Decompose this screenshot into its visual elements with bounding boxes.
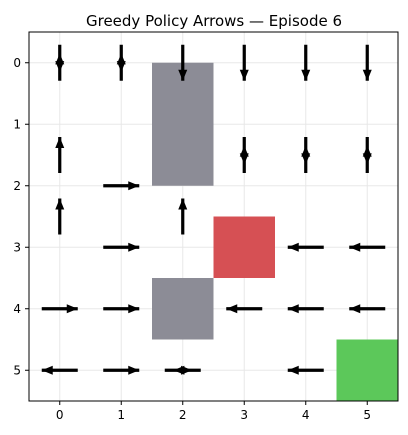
policy-arrow-down — [301, 44, 311, 81]
danger-cell — [213, 216, 275, 278]
arrow-head — [287, 242, 299, 252]
y-tick-label: 2 — [13, 179, 21, 193]
policy-arrow-right — [41, 304, 78, 314]
arrow-head — [362, 153, 372, 165]
arrow-head — [301, 69, 311, 81]
arrow-head — [128, 365, 140, 375]
x-axis-ticks: 0 1 2 3 4 5 — [56, 401, 371, 422]
arrow-head — [362, 69, 372, 81]
y-tick-label: 0 — [13, 56, 21, 70]
arrow-head — [128, 181, 140, 191]
x-tick-label: 4 — [302, 408, 310, 422]
policy-arrow-leftright — [164, 365, 201, 375]
y-tick-label: 4 — [13, 302, 21, 316]
arrow-head — [116, 61, 126, 73]
policy-arrow-left — [226, 304, 263, 314]
policy-arrow-left — [287, 304, 324, 314]
policy-arrow-left — [349, 242, 386, 252]
policy-arrow-updown — [301, 137, 311, 173]
arrow-head — [178, 69, 188, 81]
y-tick-label: 1 — [13, 117, 21, 131]
policy-arrow-updown — [116, 44, 126, 81]
y-axis-ticks: 0 1 2 3 4 5 — [13, 56, 29, 377]
policy-arrow-right — [103, 181, 140, 191]
wall-cell — [152, 278, 214, 340]
x-tick-label: 0 — [56, 408, 64, 422]
policy-arrow-down — [178, 44, 188, 81]
wall-cell — [152, 62, 214, 186]
arrow-head — [349, 304, 361, 314]
arrow-head — [41, 365, 53, 375]
y-tick-label: 3 — [13, 240, 21, 254]
policy-arrow-down — [239, 44, 249, 81]
arrow-head — [178, 198, 188, 210]
policy-arrow-left — [287, 242, 324, 252]
goal-cell — [336, 339, 398, 401]
x-tick-label: 5 — [363, 408, 371, 422]
x-tick-label: 1 — [117, 408, 125, 422]
arrow-head — [128, 304, 140, 314]
policy-arrow-up — [178, 198, 188, 235]
policy-arrow-left — [41, 365, 78, 375]
policy-arrow-left — [349, 304, 386, 314]
policy-arrows — [41, 44, 386, 375]
arrow-head — [55, 61, 65, 73]
arrow-head — [239, 69, 249, 81]
chart-title: Greedy Policy Arrows — Episode 6 — [86, 12, 342, 30]
arrow-head — [239, 153, 249, 165]
y-tick-label: 5 — [13, 363, 21, 377]
arrow-head — [301, 153, 311, 165]
policy-arrow-up — [55, 198, 65, 235]
arrow-head — [128, 242, 140, 252]
x-tick-label: 2 — [179, 408, 187, 422]
policy-arrow-updown — [55, 44, 65, 81]
policy-arrow-updown — [239, 137, 249, 173]
policy-arrow-down — [362, 44, 372, 81]
arrow-head — [287, 304, 299, 314]
arrow-head — [349, 242, 361, 252]
policy-arrow-left — [287, 365, 324, 375]
policy-arrow-right — [103, 304, 140, 314]
arrow-head — [226, 304, 238, 314]
x-tick-label: 3 — [240, 408, 248, 422]
policy-arrow-right — [103, 365, 140, 375]
arrow-head — [55, 137, 65, 148]
arrow-head — [287, 365, 299, 375]
policy-arrow-up — [55, 137, 65, 173]
policy-arrow-updown — [362, 137, 372, 173]
grid-cells — [152, 62, 398, 401]
axes-frame — [28, 31, 399, 402]
arrow-head — [55, 198, 65, 210]
policy-arrow-right — [103, 242, 140, 252]
arrow-head — [66, 304, 78, 314]
arrow-head — [173, 365, 185, 375]
